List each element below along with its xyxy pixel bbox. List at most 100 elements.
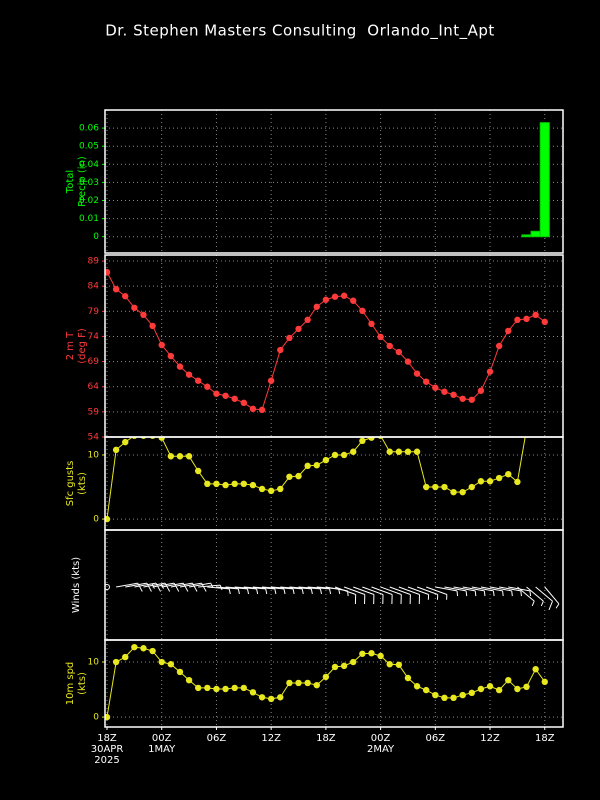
point (459, 488, 466, 496)
x-tick-label: 18Z (535, 733, 555, 744)
wind-barb (526, 586, 544, 607)
panel-border (104, 109, 564, 254)
point (304, 679, 311, 687)
point (249, 405, 257, 413)
point (313, 681, 320, 689)
wind-barb (353, 586, 375, 605)
point (195, 377, 202, 384)
wind-barb (535, 586, 553, 611)
calm-wind (105, 584, 110, 590)
point (286, 679, 293, 687)
point (295, 325, 302, 333)
point (258, 694, 266, 701)
y-tick-label: 10 (88, 658, 100, 668)
point (477, 478, 485, 485)
plot-area (105, 437, 526, 523)
wind-barb (271, 586, 295, 595)
point (286, 473, 293, 480)
point (249, 689, 257, 696)
point (213, 480, 220, 488)
y-tick-label: 0.06 (79, 124, 99, 134)
x-date-label: 1MAY (148, 744, 176, 755)
point (386, 342, 393, 350)
point (240, 399, 247, 407)
plot-area (105, 268, 548, 414)
point (486, 683, 494, 690)
y-tick-label: 74 (88, 332, 100, 342)
wind-barb (243, 586, 268, 595)
y-tick-label: 0 (93, 232, 99, 242)
point (441, 694, 448, 702)
point (514, 316, 521, 324)
point (368, 437, 375, 441)
point (185, 453, 193, 460)
point (423, 686, 430, 694)
point (514, 685, 521, 693)
point (450, 488, 457, 496)
point (350, 448, 357, 455)
panel-border (104, 436, 564, 531)
point (149, 322, 156, 330)
chart-title: Dr. Stephen Masters Consulting Orlando_I… (105, 22, 495, 41)
point (222, 685, 229, 693)
point (240, 684, 247, 692)
x-tick-label: 12Z (480, 733, 500, 744)
point (404, 448, 412, 455)
point (267, 487, 275, 495)
point (523, 683, 530, 691)
point (149, 647, 156, 655)
plot-area (105, 643, 548, 721)
point (131, 643, 138, 651)
point (176, 668, 184, 676)
point (514, 478, 521, 486)
point (450, 391, 457, 398)
panel-border (104, 254, 564, 438)
point (322, 296, 330, 303)
wind-barb (225, 586, 250, 595)
y-tick-label: 0.03 (79, 178, 99, 188)
point (340, 662, 348, 670)
point (468, 483, 475, 491)
point (413, 370, 421, 377)
point (158, 341, 165, 349)
point (532, 311, 539, 319)
point (112, 658, 120, 666)
y-axis-label: (kts) (77, 472, 88, 495)
point (131, 437, 138, 439)
y-axis-label: 2 m T (65, 331, 76, 360)
point (158, 658, 165, 666)
point (213, 390, 220, 397)
y-tick-label: 59 (88, 407, 100, 417)
point (249, 481, 257, 489)
point (423, 378, 430, 385)
point (441, 483, 448, 491)
bar (539, 122, 550, 238)
x-tick-label: 00Z (371, 733, 391, 744)
x-tick-label: 18Z (316, 733, 336, 744)
point (477, 387, 485, 394)
y-axis-label: Total (65, 170, 76, 194)
point (368, 650, 375, 657)
wind-barb (407, 586, 430, 600)
wind-barb (207, 586, 231, 595)
point (149, 437, 156, 439)
point (277, 694, 284, 701)
y-tick-label: 0 (93, 713, 99, 723)
wind-barb (389, 586, 411, 605)
point (377, 652, 384, 660)
y-tick-label: 0 (93, 515, 99, 525)
point (195, 684, 202, 692)
wind-barb (444, 586, 468, 597)
point (204, 383, 211, 390)
wind-barb (544, 586, 560, 609)
point (112, 285, 120, 293)
point (395, 348, 403, 356)
point (505, 471, 512, 478)
y-tick-label: 89 (88, 257, 100, 267)
bar (530, 230, 541, 238)
point (167, 453, 175, 460)
point (277, 346, 284, 354)
wind-barb (343, 586, 366, 605)
x-tick-label: 00Z (152, 733, 172, 744)
point (322, 456, 330, 464)
